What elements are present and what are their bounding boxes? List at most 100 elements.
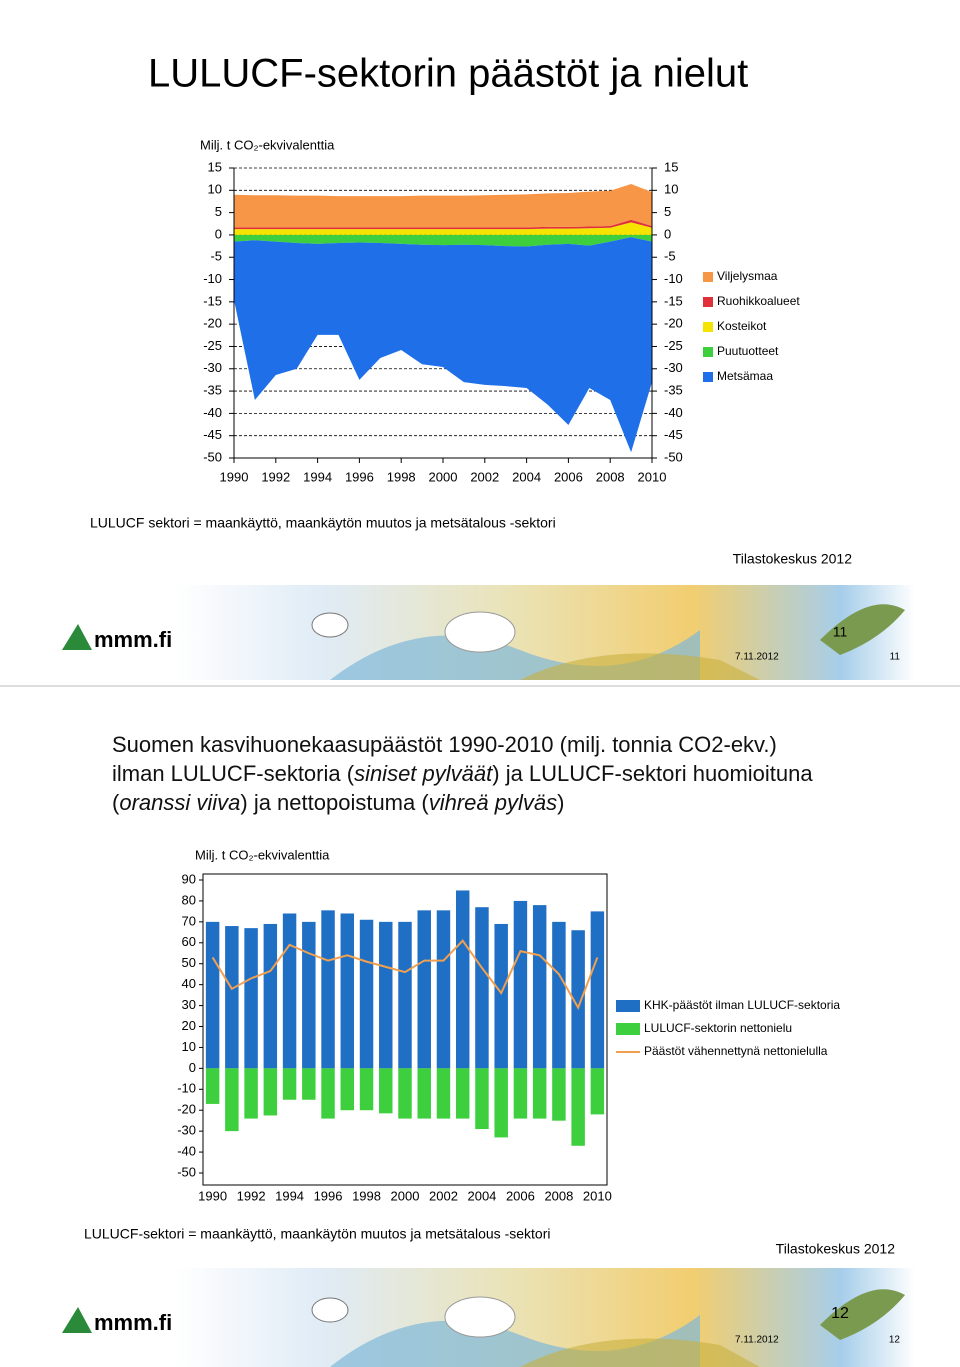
- y-tick-label: 10: [208, 182, 222, 197]
- bar: [205, 1068, 220, 1104]
- x-tick-label: 1994: [275, 1188, 304, 1203]
- y-tick-label: -45: [203, 427, 222, 442]
- x-tick-label: 2008: [596, 469, 625, 484]
- y-tick-label: 10: [182, 1039, 196, 1054]
- y2-tick-label: 5: [664, 204, 671, 219]
- x-tick-label: 2004: [512, 469, 541, 484]
- footer-art: [175, 585, 915, 680]
- y-tick-label: 60: [182, 934, 196, 949]
- y-tick-label: 20: [182, 1018, 196, 1033]
- bar: [321, 910, 335, 1069]
- plot-frame: [202, 873, 608, 1186]
- legend-swatch: [703, 297, 713, 307]
- logo-icon: [62, 624, 92, 650]
- y2-tick-label: -20: [664, 316, 683, 331]
- bar: [532, 1068, 547, 1119]
- y-tick-label: 15: [208, 159, 222, 174]
- bar: [455, 890, 470, 1069]
- legend-swatch: [703, 372, 713, 382]
- y2-tick-label: -35: [664, 383, 683, 398]
- bar: [225, 926, 239, 1069]
- y-tick-label: -10: [203, 271, 222, 286]
- legend-swatch: [616, 1023, 640, 1035]
- y2-tick-label: -50: [664, 449, 683, 464]
- bar: [244, 928, 258, 1069]
- bar: [417, 910, 431, 1069]
- y2-tick-label: -25: [664, 338, 683, 353]
- bar: [513, 1068, 528, 1119]
- footer-art: [175, 1268, 915, 1367]
- x-tick-label: 1998: [387, 469, 416, 484]
- logo: mmm.fi: [94, 1310, 172, 1335]
- x-tick-label: 1996: [345, 469, 374, 484]
- bar: [340, 1068, 355, 1111]
- y2-tick-label: -30: [664, 360, 683, 375]
- y-tick-label: 80: [182, 892, 196, 907]
- y-tick-label: -50: [177, 1164, 196, 1179]
- bar: [436, 910, 451, 1069]
- y-tick-label: -15: [203, 293, 222, 308]
- y-tick-label: -5: [210, 249, 222, 264]
- bar: [475, 907, 489, 1069]
- slide-title: LULUCF-sektorin päästöt ja nielut: [148, 52, 748, 96]
- y2-tick-label: -45: [664, 427, 683, 442]
- slide-heading: Suomen kasvihuonekaasupäästöt 1990-2010 …: [112, 730, 822, 817]
- slide-number: 11: [833, 624, 848, 640]
- heading-part: oranssi viiva: [119, 790, 241, 815]
- y-tick-label: 5: [215, 204, 222, 219]
- y-tick-label: -10: [177, 1081, 196, 1096]
- bar: [455, 1068, 470, 1119]
- legend-swatch: [703, 347, 713, 357]
- source: Tilastokeskus 2012: [776, 1241, 896, 1257]
- y2-tick-label: -15: [664, 293, 683, 308]
- y-tick-label: 70: [182, 913, 196, 928]
- legend-label: KHK-päästöt ilman LULUCF-sektoria: [644, 998, 840, 1012]
- y2-tick-label: -5: [664, 249, 676, 264]
- y2-tick-label: 15: [664, 159, 678, 174]
- y-axis-title: Milj. t CO₂-ekvivalenttia: [195, 847, 330, 862]
- bar: [590, 1068, 605, 1115]
- x-tick-label: 1992: [237, 1188, 266, 1203]
- legend-swatch: [703, 272, 713, 282]
- y-tick-label: -35: [203, 383, 222, 398]
- bar: [532, 905, 547, 1069]
- bar: [417, 1068, 431, 1119]
- footer-number: 11: [890, 652, 901, 663]
- area: [234, 219, 652, 230]
- y-tick-label: -40: [177, 1144, 196, 1159]
- note: LULUCF sektori = maankäyttö, maankäytön …: [90, 515, 556, 531]
- y-tick-label: -30: [203, 360, 222, 375]
- bar: [282, 1068, 297, 1100]
- x-tick-label: 1992: [261, 469, 290, 484]
- bar: [263, 1068, 278, 1116]
- bar: [494, 1068, 508, 1138]
- bar: [379, 921, 393, 1069]
- date: 7.11.2012: [735, 1335, 779, 1346]
- x-tick-label: 1990: [220, 469, 249, 484]
- bar: [552, 1068, 566, 1121]
- x-tick-label: 1996: [314, 1188, 343, 1203]
- heading-part: siniset pylväät: [354, 761, 493, 786]
- y-tick-label: -50: [203, 449, 222, 464]
- logo: mmm.fi: [94, 627, 172, 652]
- bar: [359, 919, 374, 1069]
- x-tick-label: 1994: [303, 469, 332, 484]
- area: [234, 234, 652, 247]
- bar: [205, 921, 220, 1069]
- bar: [379, 1068, 393, 1114]
- bar: [571, 1068, 585, 1146]
- bar: [398, 1068, 412, 1119]
- legend-label: Viljelysmaa: [717, 269, 778, 283]
- legend-label: Kosteikot: [717, 319, 767, 333]
- x-tick-label: 2002: [429, 1188, 458, 1203]
- bar: [494, 923, 508, 1069]
- bar: [436, 1068, 451, 1119]
- area: [234, 222, 652, 235]
- bar: [552, 921, 566, 1069]
- y-tick-label: -20: [203, 316, 222, 331]
- area: [234, 237, 652, 453]
- bar: [321, 1068, 335, 1119]
- y-tick-label: 30: [182, 997, 196, 1012]
